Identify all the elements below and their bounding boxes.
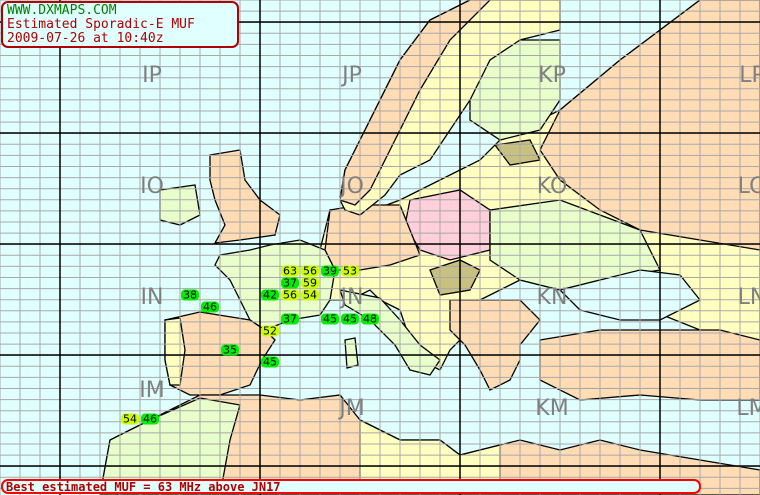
grid-square-label: LM [736,396,760,421]
grid-square-label: KO [536,174,568,199]
grid-square-label: JN [340,285,364,310]
grid-square-label: KN [536,285,568,310]
land-masses [99,0,760,495]
muf-marker[interactable]: 45 [321,312,339,326]
turkey [539,329,760,401]
muf-marker[interactable]: 54 [121,412,139,426]
grid-square-label: LP [739,63,760,88]
grid-square-label: IO [140,174,164,199]
uk [209,149,281,244]
status-bar: Best estimated MUF = 63 MHz above JN17 [1,479,701,494]
site-name[interactable]: WWW.DXMAPS.COM [7,3,117,18]
muf-marker[interactable]: 59 [301,276,319,290]
muf-marker[interactable]: 52 [261,324,279,338]
sardinia [344,337,359,369]
muf-marker[interactable]: 46 [141,412,159,426]
muf-marker[interactable]: 56 [281,288,299,302]
grid-square-label: KP [538,63,566,88]
muf-marker[interactable]: 39 [321,264,339,278]
muf-marker[interactable]: 37 [281,312,299,326]
muf-marker[interactable]: 38 [181,288,199,302]
muf-marker[interactable]: 63 [281,264,299,278]
portugal [164,317,186,386]
grid-square-label: LN [737,285,760,310]
muf-marker[interactable]: 45 [341,312,359,326]
grid-square-label: IM [139,378,165,403]
grid-square-label: JM [339,396,365,421]
grid-square-label: KM [535,396,569,421]
muf-marker[interactable]: 54 [301,288,319,302]
muf-marker[interactable]: 45 [261,355,279,369]
map-title: Estimated Sporadic-E MUF [7,17,195,32]
muf-marker[interactable]: 35 [221,343,239,357]
muf-marker[interactable]: 42 [261,288,279,302]
muf-marker[interactable]: 53 [341,264,359,278]
muf-marker[interactable]: 48 [361,312,379,326]
muf-marker[interactable]: 46 [201,300,219,314]
balkans-greece [449,299,541,391]
norway [339,0,491,206]
grid-square-label: IP [142,63,162,88]
grid-square-label: JP [342,63,362,88]
map-datetime: 2009-07-26 at 10:40z [7,31,164,46]
title-box: WWW.DXMAPS.COM Estimated Sporadic-E MUF … [1,1,239,48]
grid-square-label: JO [340,174,364,199]
muf-marker[interactable]: 37 [281,276,299,290]
muf-marker[interactable]: 56 [301,264,319,278]
grid-square-label: IN [140,285,164,310]
grid-square-label: LO [737,174,760,199]
